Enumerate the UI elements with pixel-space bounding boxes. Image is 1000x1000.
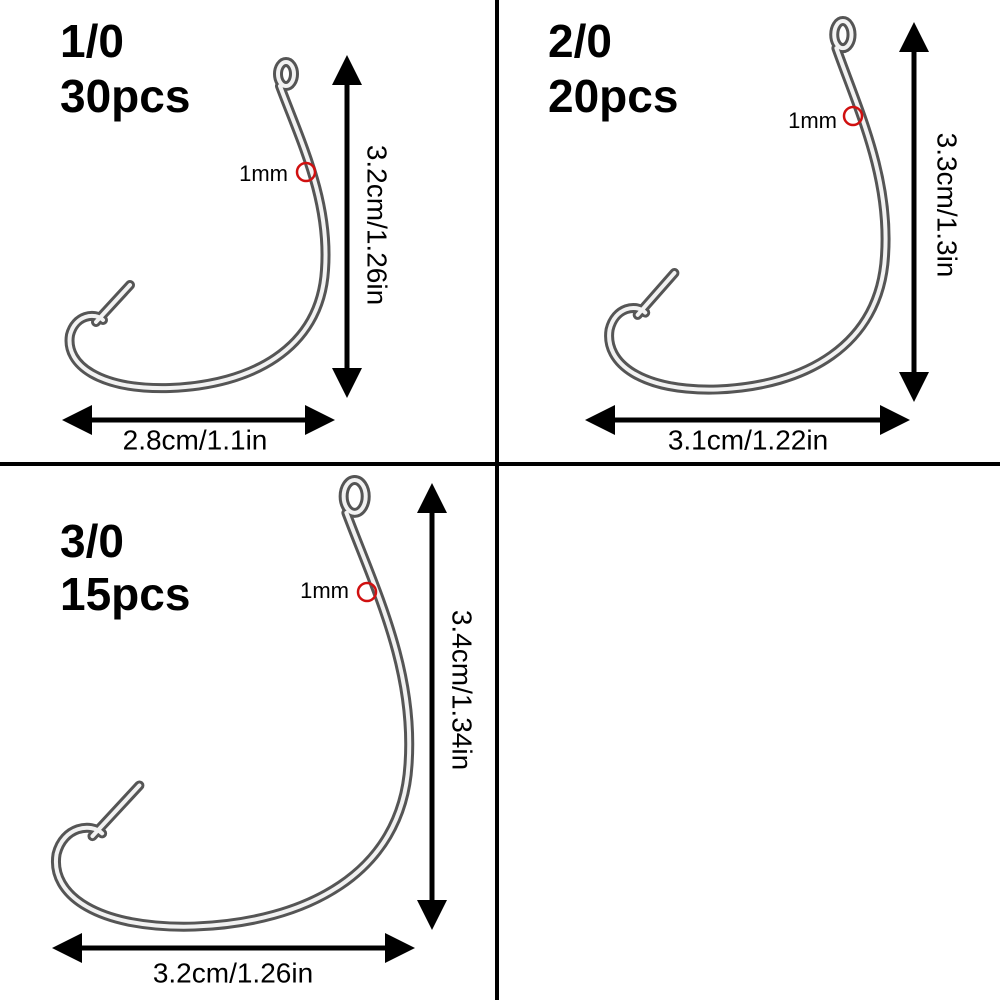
wire-diameter: 1mm [300, 578, 349, 603]
width-label: 2.8cm/1.1in [123, 424, 268, 455]
piece-count: 30pcs [60, 70, 190, 122]
wire-marker [295, 161, 317, 183]
piece-count: 20pcs [548, 70, 678, 122]
height-label: 3.3cm/1.3in [932, 133, 963, 278]
hook-size: 3/0 [60, 515, 124, 567]
piece-count: 15pcs [60, 568, 190, 620]
width-label: 3.2cm/1.26in [153, 957, 313, 988]
wire-diameter: 1mm [788, 108, 837, 133]
panel: 2/0 20pcs 1mm 3.3cm/1.3in 3.1cm/1.22in [548, 15, 963, 455]
hook-size: 2/0 [548, 15, 612, 67]
height-label: 3.2cm/1.26in [362, 145, 393, 305]
wire-marker [356, 581, 378, 603]
wire-marker [842, 105, 864, 127]
panel: 1/0 30pcs 1mm 3.2cm/1.26in 2.8cm/1.1in [60, 15, 393, 455]
hook-size: 1/0 [60, 15, 124, 67]
wire-diameter: 1mm [239, 161, 288, 186]
panel: 3/0 15pcs 1mm 3.4cm/1.34in 3.2cm/1.26in [56, 480, 478, 988]
height-label: 3.4cm/1.34in [447, 610, 478, 770]
width-label: 3.1cm/1.22in [668, 424, 828, 455]
